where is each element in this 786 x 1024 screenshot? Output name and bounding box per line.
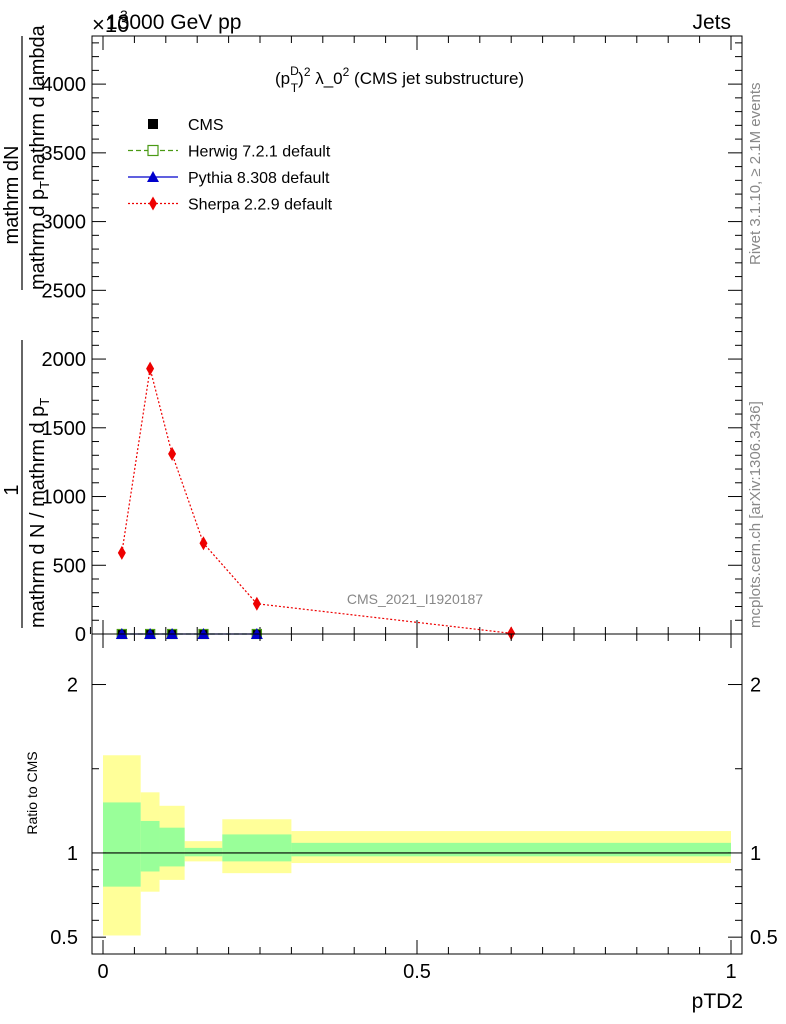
ylabel-dn: mathrm dN: [1, 146, 23, 245]
ratio-band-inner: [222, 834, 292, 862]
ylabel-numerator: 1: [1, 484, 23, 495]
y-tick-label: 1000: [42, 487, 87, 509]
sherpa-point: [117, 545, 126, 560]
sherpa-point: [199, 536, 208, 551]
mcplots-label: mcplots.cern.ch [arXiv:1306.3436]: [747, 401, 764, 628]
ylabel-denominator: mathrm d N / mathrm d pT: [27, 398, 52, 628]
ratio-y-tick-label-right: 2: [750, 675, 761, 697]
ratio-y-tick-label-right: 1: [750, 843, 761, 865]
legend-label: CMS: [188, 117, 224, 134]
ratio-y-tick-label: 1: [67, 843, 78, 865]
ratio-ylabel: Ratio to CMS: [24, 751, 40, 834]
main-plot: 0 500 1000 1500 2000 2500 3000 3500 4000 CMS Herwi…: [42, 35, 743, 646]
main-ylabel: 1 mathrm d N / mathrm d pT mathrm dN mat…: [1, 24, 52, 628]
legend-marker-cms: [148, 119, 158, 129]
legend-marker-sherpa: [149, 196, 157, 211]
ratio-y-tick-label: 0.5: [50, 927, 78, 949]
legend-label: Sherpa 2.2.9 default: [188, 197, 333, 214]
ratio-band-inner: [140, 820, 160, 872]
y-tick-label: 2500: [42, 280, 87, 302]
energy-label: 13000 GeV pp: [106, 11, 241, 34]
legend-label: Pythia 8.308 default: [188, 170, 330, 187]
x-tick-label: 1: [725, 961, 736, 983]
rivet-label: Rivet 3.1.10, ≥ 2.1M events: [747, 83, 764, 266]
x-tick-label: 0: [97, 961, 108, 983]
category-label: Jets: [692, 11, 731, 34]
ratio-band-inner: [159, 827, 185, 867]
legend-marker-herwig: [147, 144, 159, 157]
sherpa-point: [252, 596, 261, 611]
y-tick-label: 0: [75, 624, 86, 646]
exponent-power: 3: [120, 7, 128, 23]
ratio-band-inner: [103, 802, 141, 887]
y-tick-label: 3000: [42, 212, 87, 234]
plot-title: (pD T)2 λ_02 (CMS jet substructure): [275, 64, 524, 95]
sherpa-point: [168, 446, 177, 461]
x-axis-label: pTD2: [692, 990, 743, 1013]
sherpa-point: [507, 626, 516, 641]
y-tick-label: 4000: [42, 74, 87, 96]
ratio-y-tick-label-right: 0.5: [750, 927, 778, 949]
legend-label: Herwig 7.2.1 default: [188, 144, 331, 161]
y-tick-label: 2000: [42, 349, 87, 371]
y-tick-label: 3500: [42, 143, 87, 165]
ratio-plot: 0.5 0.5 1 1 2 2 0 0.5 1: [50, 633, 778, 983]
ylabel-dp-dlambda: mathrm d pTmathrm d lambda: [27, 24, 52, 290]
y-tick-label: 1500: [42, 418, 87, 440]
exponent-label: ×10: [92, 12, 129, 37]
ratio-band-inner: [184, 847, 223, 857]
ratio-band-inner: [291, 842, 731, 857]
ratio-y-tick-label: 2: [67, 675, 78, 697]
series-line-3: [121, 368, 512, 634]
ratio-frame: [91, 633, 743, 955]
sherpa-point: [146, 361, 155, 376]
legend-marker-pythia: [147, 171, 159, 182]
x-tick-label: 0.5: [403, 961, 431, 983]
analysis-watermark: CMS_2021_I1920187: [347, 591, 483, 607]
y-tick-label: 500: [53, 555, 86, 577]
